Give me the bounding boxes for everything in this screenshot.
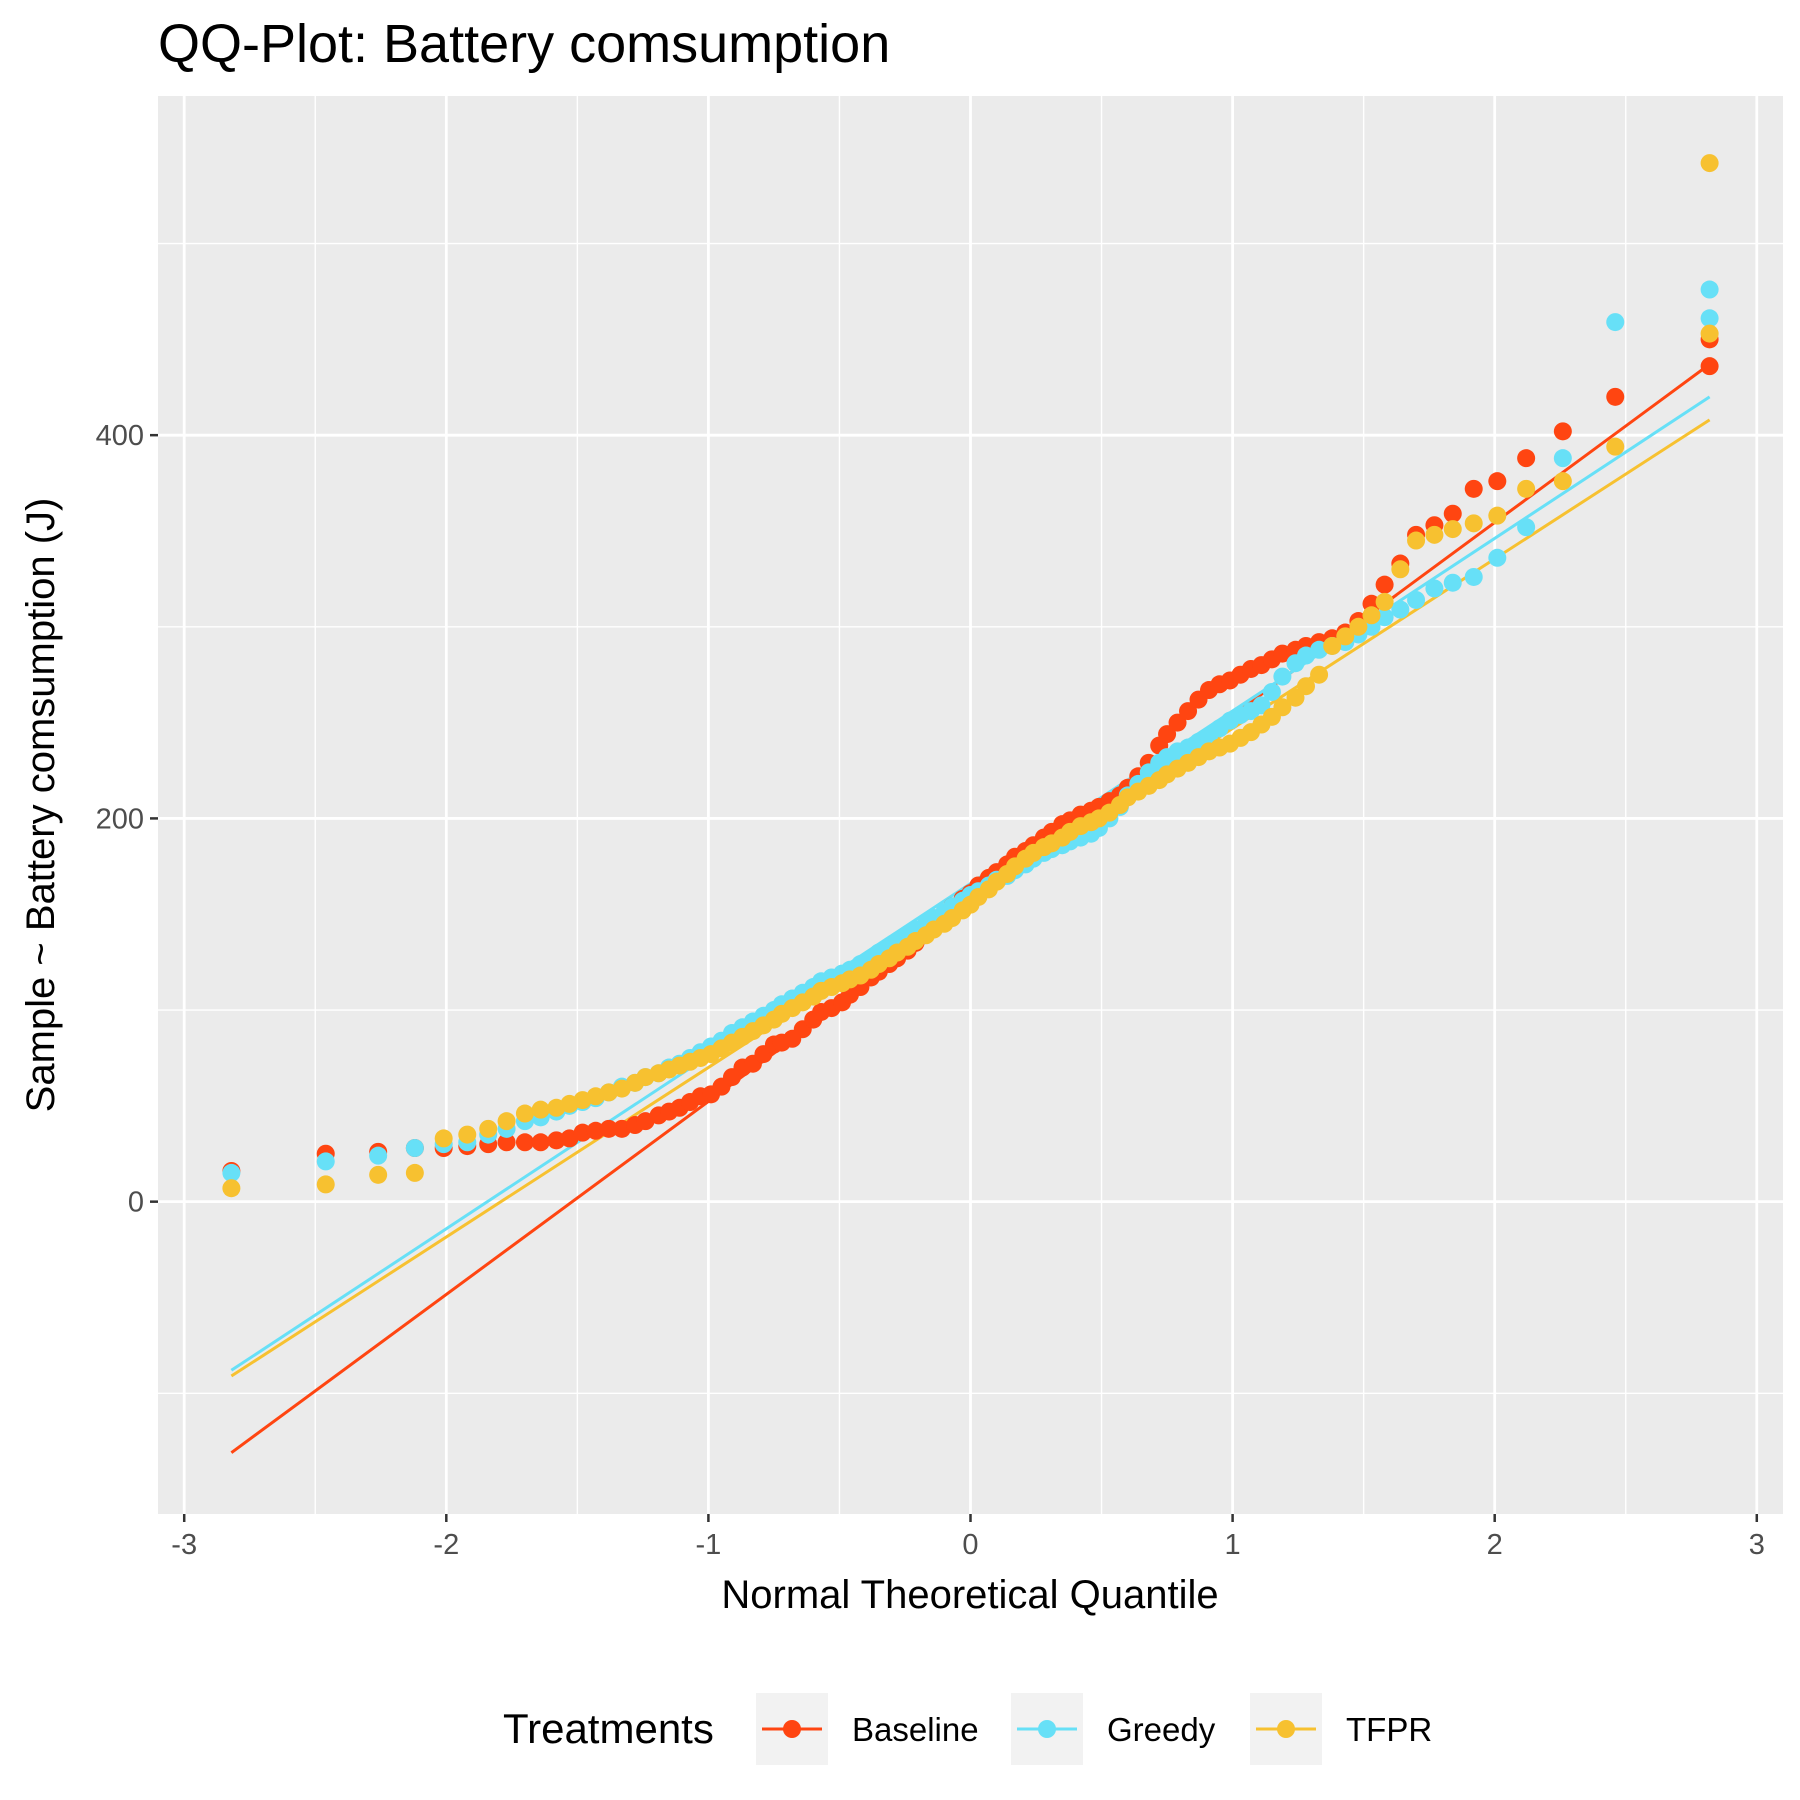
y-tick-label: 400 — [96, 420, 144, 452]
data-point-tfpr — [1310, 665, 1329, 684]
data-point-tfpr — [515, 1104, 534, 1123]
data-point-tfpr — [1553, 472, 1572, 491]
data-point-baseline — [531, 1133, 550, 1152]
x-tick-label: 3 — [1749, 1529, 1765, 1561]
data-point-greedy — [1425, 579, 1444, 598]
x-tick-label: -2 — [433, 1529, 459, 1561]
legend: Treatments Baseline Greedy TFPR — [503, 1693, 1432, 1765]
data-point-tfpr — [1425, 525, 1444, 544]
data-point-baseline — [1606, 387, 1625, 406]
data-point-tfpr — [1362, 606, 1381, 625]
data-point-tfpr — [434, 1129, 453, 1148]
data-point-tfpr — [369, 1165, 388, 1184]
data-point-baseline — [1517, 449, 1536, 468]
data-point-tfpr — [531, 1100, 550, 1119]
data-point-tfpr — [1700, 154, 1719, 173]
x-axis: -3 -2 -1 0 1 2 3 — [171, 1514, 1765, 1561]
data-point-greedy — [1488, 548, 1507, 567]
data-point-tfpr — [1407, 531, 1426, 550]
data-point-baseline — [1443, 504, 1462, 523]
x-tick-label: 0 — [962, 1529, 978, 1561]
data-points — [222, 154, 1719, 1198]
data-point-baseline — [1700, 357, 1719, 376]
legend-point-tfpr — [1277, 1720, 1295, 1738]
data-point-greedy — [1262, 682, 1281, 701]
legend-title: Treatments — [503, 1705, 714, 1752]
legend-label-tfpr: TFPR — [1346, 1711, 1432, 1748]
data-point-baseline — [515, 1133, 534, 1152]
data-point-tfpr — [1606, 437, 1625, 456]
data-point-greedy — [1700, 309, 1719, 328]
chart-title: QQ-Plot: Battery comsumption — [158, 14, 890, 74]
data-point-greedy — [1407, 590, 1426, 609]
data-point-baseline — [1158, 725, 1177, 744]
data-point-greedy — [1553, 449, 1572, 468]
data-point-baseline — [497, 1133, 516, 1152]
data-point-baseline — [599, 1119, 618, 1138]
y-tick-label: 0 — [128, 1187, 144, 1219]
data-point-tfpr — [405, 1163, 424, 1182]
x-tick-label: -3 — [171, 1529, 197, 1561]
data-point-greedy — [222, 1163, 241, 1182]
data-point-tfpr — [1700, 324, 1719, 343]
data-point-greedy — [1273, 667, 1292, 686]
data-point-tfpr — [1296, 677, 1315, 696]
x-tick-label: 2 — [1487, 1529, 1503, 1561]
data-point-greedy — [1391, 600, 1410, 619]
data-point-tfpr — [1391, 560, 1410, 579]
data-point-tfpr — [1517, 479, 1536, 498]
data-point-tfpr — [316, 1175, 335, 1194]
data-point-greedy — [1606, 313, 1625, 332]
data-point-tfpr — [1375, 592, 1394, 611]
data-point-baseline — [1488, 472, 1507, 491]
data-point-greedy — [1464, 567, 1483, 586]
data-point-tfpr — [1336, 627, 1355, 646]
y-axis: 0 200 400 — [96, 420, 158, 1219]
data-point-greedy — [369, 1146, 388, 1165]
legend-point-baseline — [783, 1720, 801, 1738]
data-point-baseline — [1179, 702, 1198, 721]
major-gridlines — [158, 96, 1783, 1514]
x-tick-label: 1 — [1225, 1529, 1241, 1561]
x-tick-label: -1 — [696, 1529, 722, 1561]
data-point-tfpr — [1488, 506, 1507, 525]
x-axis-title: Normal Theoretical Quantile — [721, 1573, 1218, 1617]
data-point-greedy — [1443, 573, 1462, 592]
data-point-greedy — [405, 1139, 424, 1158]
y-axis-title: Sample ~ Battery comsumption (J) — [19, 498, 63, 1113]
data-point-tfpr — [1349, 617, 1368, 636]
data-point-tfpr — [479, 1119, 498, 1138]
data-point-tfpr — [497, 1112, 516, 1131]
data-point-baseline — [1375, 575, 1394, 594]
data-point-greedy — [316, 1152, 335, 1171]
data-point-tfpr — [1464, 514, 1483, 533]
data-point-greedy — [1252, 696, 1271, 715]
data-point-tfpr — [458, 1125, 477, 1144]
legend-label-baseline: Baseline — [852, 1711, 979, 1748]
legend-point-greedy — [1038, 1720, 1056, 1738]
data-point-baseline — [1553, 422, 1572, 441]
data-point-greedy — [1517, 518, 1536, 537]
y-tick-label: 200 — [96, 803, 144, 835]
data-point-baseline — [1168, 713, 1187, 732]
data-point-greedy — [1700, 280, 1719, 299]
data-point-baseline — [1464, 479, 1483, 498]
data-point-tfpr — [1323, 636, 1342, 655]
legend-label-greedy: Greedy — [1107, 1711, 1216, 1748]
data-point-tfpr — [1286, 688, 1305, 707]
data-point-tfpr — [1443, 520, 1462, 539]
data-point-tfpr — [222, 1179, 241, 1198]
data-point-tfpr — [1273, 698, 1292, 717]
